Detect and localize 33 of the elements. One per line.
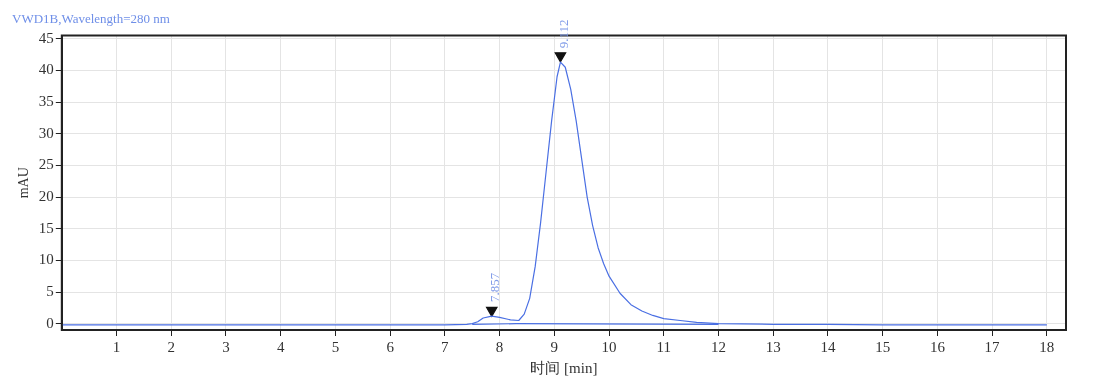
y-tick-label: 0	[46, 314, 54, 331]
y-tick-label: 10	[38, 251, 54, 268]
y-tick-label: 20	[38, 187, 54, 204]
y-tick-label: 30	[38, 124, 54, 141]
x-tick-label: 10	[601, 338, 617, 355]
y-tick-label: 35	[38, 93, 54, 110]
x-tick-label: 3	[222, 338, 230, 355]
chart-title: VWD1B,Wavelength=280 nm	[12, 11, 170, 27]
x-tick-label: 12	[711, 338, 726, 355]
x-tick-label: 5	[331, 338, 340, 355]
x-tick-label: 14	[820, 338, 836, 355]
y-tick-label: 45	[38, 29, 54, 46]
x-axis-title: 时间 [min]	[530, 359, 598, 376]
y-tick-label: 40	[38, 61, 54, 78]
x-tick-label: 17	[984, 338, 1001, 355]
x-tick-label: 11	[656, 338, 671, 355]
x-tick-label: 8	[495, 338, 504, 355]
x-tick-label: 2	[167, 338, 175, 355]
x-tick-label: 9	[550, 338, 559, 355]
x-tick-label: 1	[112, 338, 121, 355]
x-tick-label: 16	[929, 338, 946, 355]
x-tick-label: 7	[441, 338, 450, 355]
y-tick-label: 15	[38, 219, 54, 236]
annotation: 9.112	[555, 19, 571, 49]
x-tick-label: 15	[875, 338, 891, 355]
y-tick-label: 5	[46, 282, 54, 299]
y-tick-label: 25	[38, 156, 54, 173]
x-tick-label: 18	[1039, 338, 1055, 355]
annotation: 7.857	[487, 272, 503, 303]
x-tick-label: 6	[386, 338, 395, 355]
y-axis-title: mAU	[16, 167, 32, 199]
x-tick-label: 4	[276, 338, 285, 355]
x-tick-label: 13	[765, 338, 781, 355]
